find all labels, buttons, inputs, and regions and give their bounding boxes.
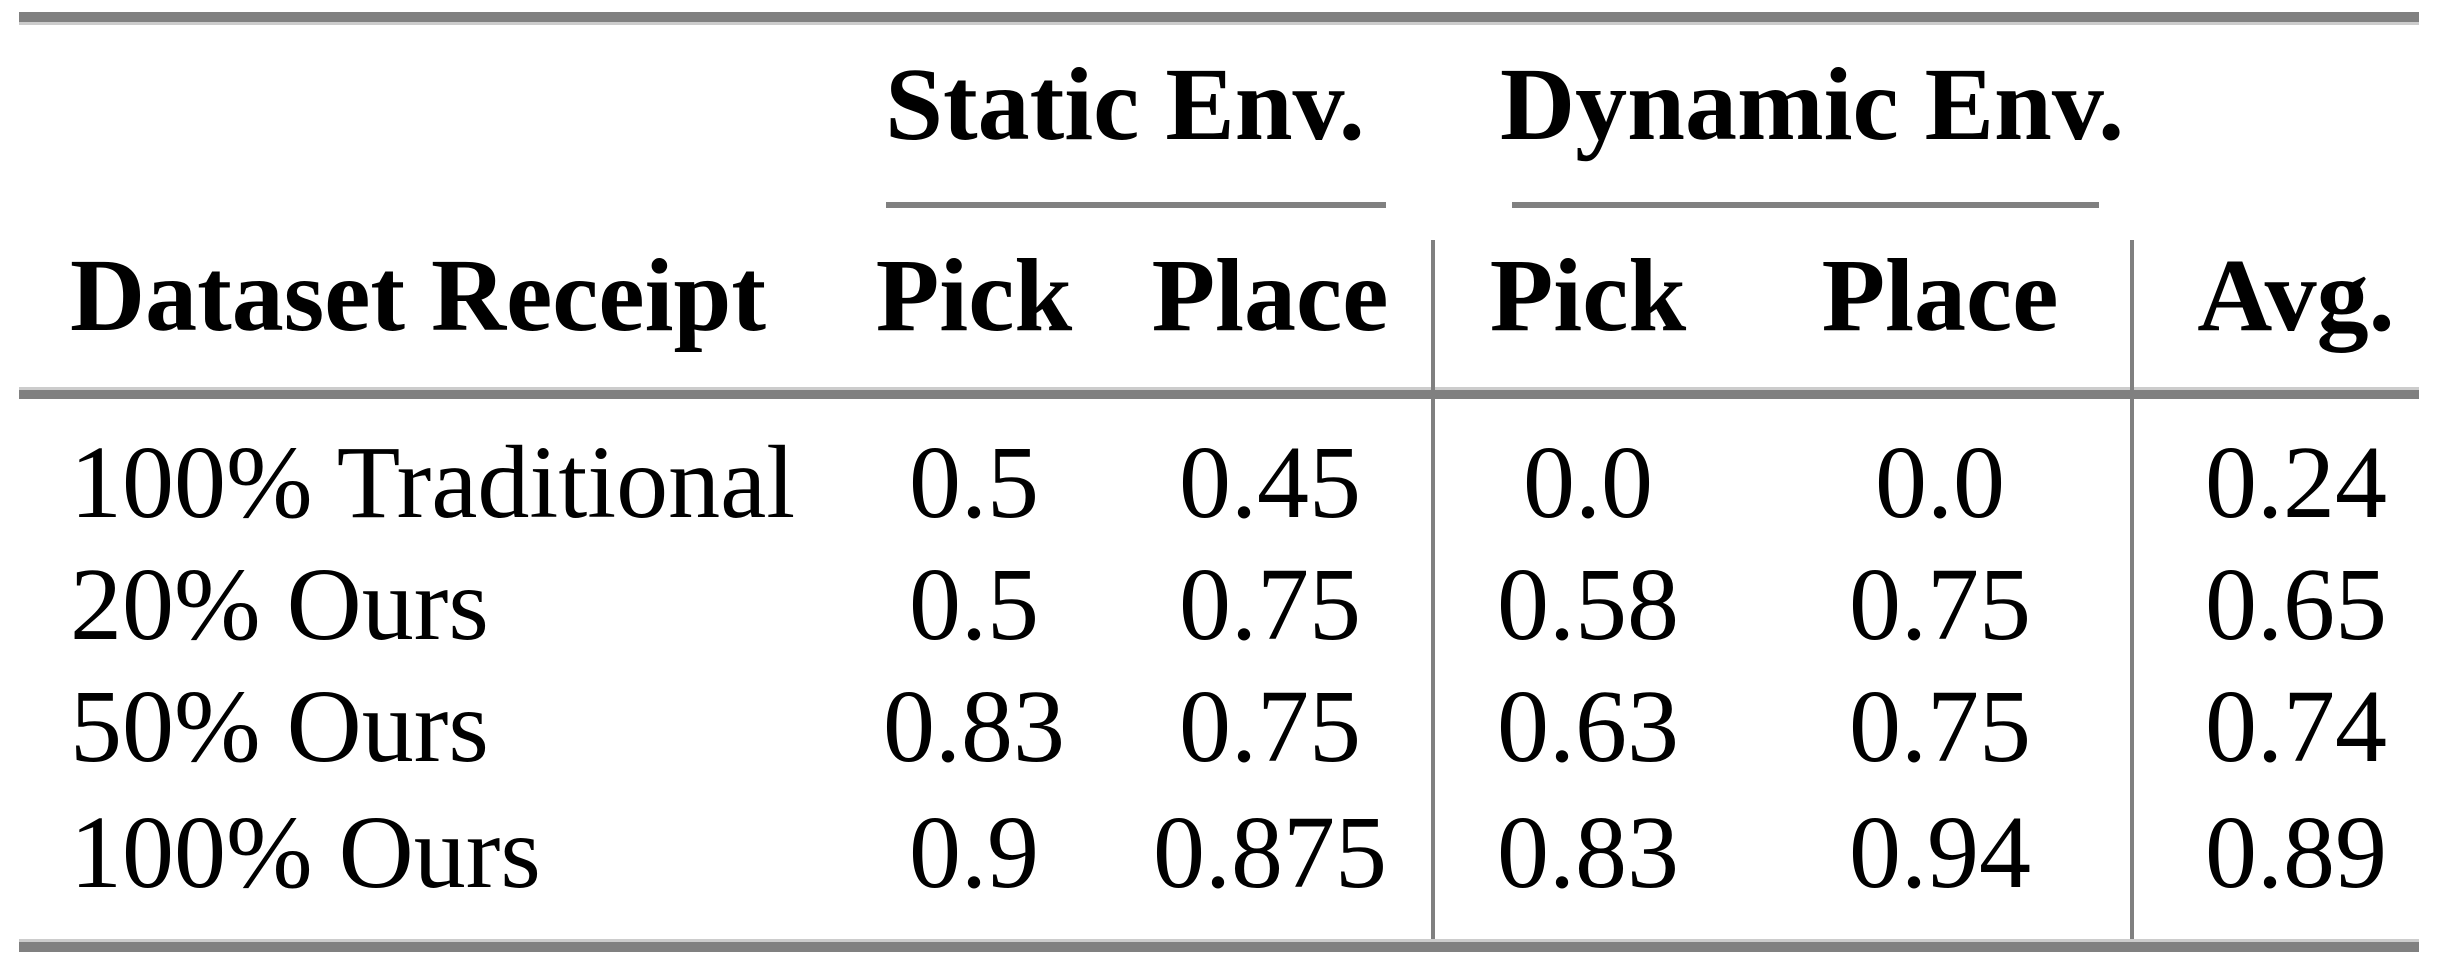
bottom-rule-light-edge	[19, 939, 2419, 942]
dynamic-env-underline	[1512, 202, 2099, 208]
static-env-underline	[886, 202, 1386, 208]
cell-static-pick: 0.83	[883, 669, 1065, 784]
cell-dynamic-place: 0.94	[1849, 795, 2031, 910]
top-rule-light-edge	[19, 22, 2419, 25]
cell-dynamic-place: 0.75	[1849, 547, 2031, 662]
column-header-dynamic-place: Place	[1821, 238, 2059, 353]
cell-static-place: 0.875	[1153, 795, 1387, 910]
group-header-static-env: Static Env.	[885, 47, 1365, 162]
cell-dynamic-place: 0.0	[1875, 425, 2005, 540]
row-label: 100% Ours	[70, 795, 541, 910]
mid-rule	[19, 390, 2419, 399]
column-header-static-place: Place	[1151, 238, 1389, 353]
cell-static-pick: 0.9	[909, 795, 1039, 910]
row-label: 100% Traditional	[70, 425, 796, 540]
cell-avg: 0.24	[2205, 425, 2387, 540]
cell-static-place: 0.45	[1179, 425, 1361, 540]
column-header-dynamic-pick: Pick	[1489, 238, 1687, 353]
top-rule	[19, 12, 2419, 22]
vertical-separator-static-dynamic	[1431, 240, 1435, 940]
column-header-dataset-receipt: Dataset Receipt	[70, 238, 766, 353]
row-label: 20% Ours	[70, 547, 489, 662]
cell-dynamic-pick: 0.63	[1497, 669, 1679, 784]
cell-static-place: 0.75	[1179, 669, 1361, 784]
vertical-separator-dynamic-avg	[2130, 240, 2134, 940]
cell-avg: 0.89	[2205, 795, 2387, 910]
cell-dynamic-place: 0.75	[1849, 669, 2031, 784]
cell-avg: 0.74	[2205, 669, 2387, 784]
cell-dynamic-pick: 0.58	[1497, 547, 1679, 662]
cell-static-pick: 0.5	[909, 425, 1039, 540]
cell-static-place: 0.75	[1179, 547, 1361, 662]
row-label: 50% Ours	[70, 669, 489, 784]
cell-static-pick: 0.5	[909, 547, 1039, 662]
column-header-static-pick: Pick	[875, 238, 1073, 353]
mid-rule-light-edge	[19, 387, 2419, 390]
cell-avg: 0.65	[2205, 547, 2387, 662]
column-header-avg: Avg.	[2197, 238, 2395, 353]
bottom-rule	[19, 942, 2419, 952]
cell-dynamic-pick: 0.0	[1523, 425, 1653, 540]
cell-dynamic-pick: 0.83	[1497, 795, 1679, 910]
group-header-dynamic-env: Dynamic Env.	[1500, 47, 2125, 162]
